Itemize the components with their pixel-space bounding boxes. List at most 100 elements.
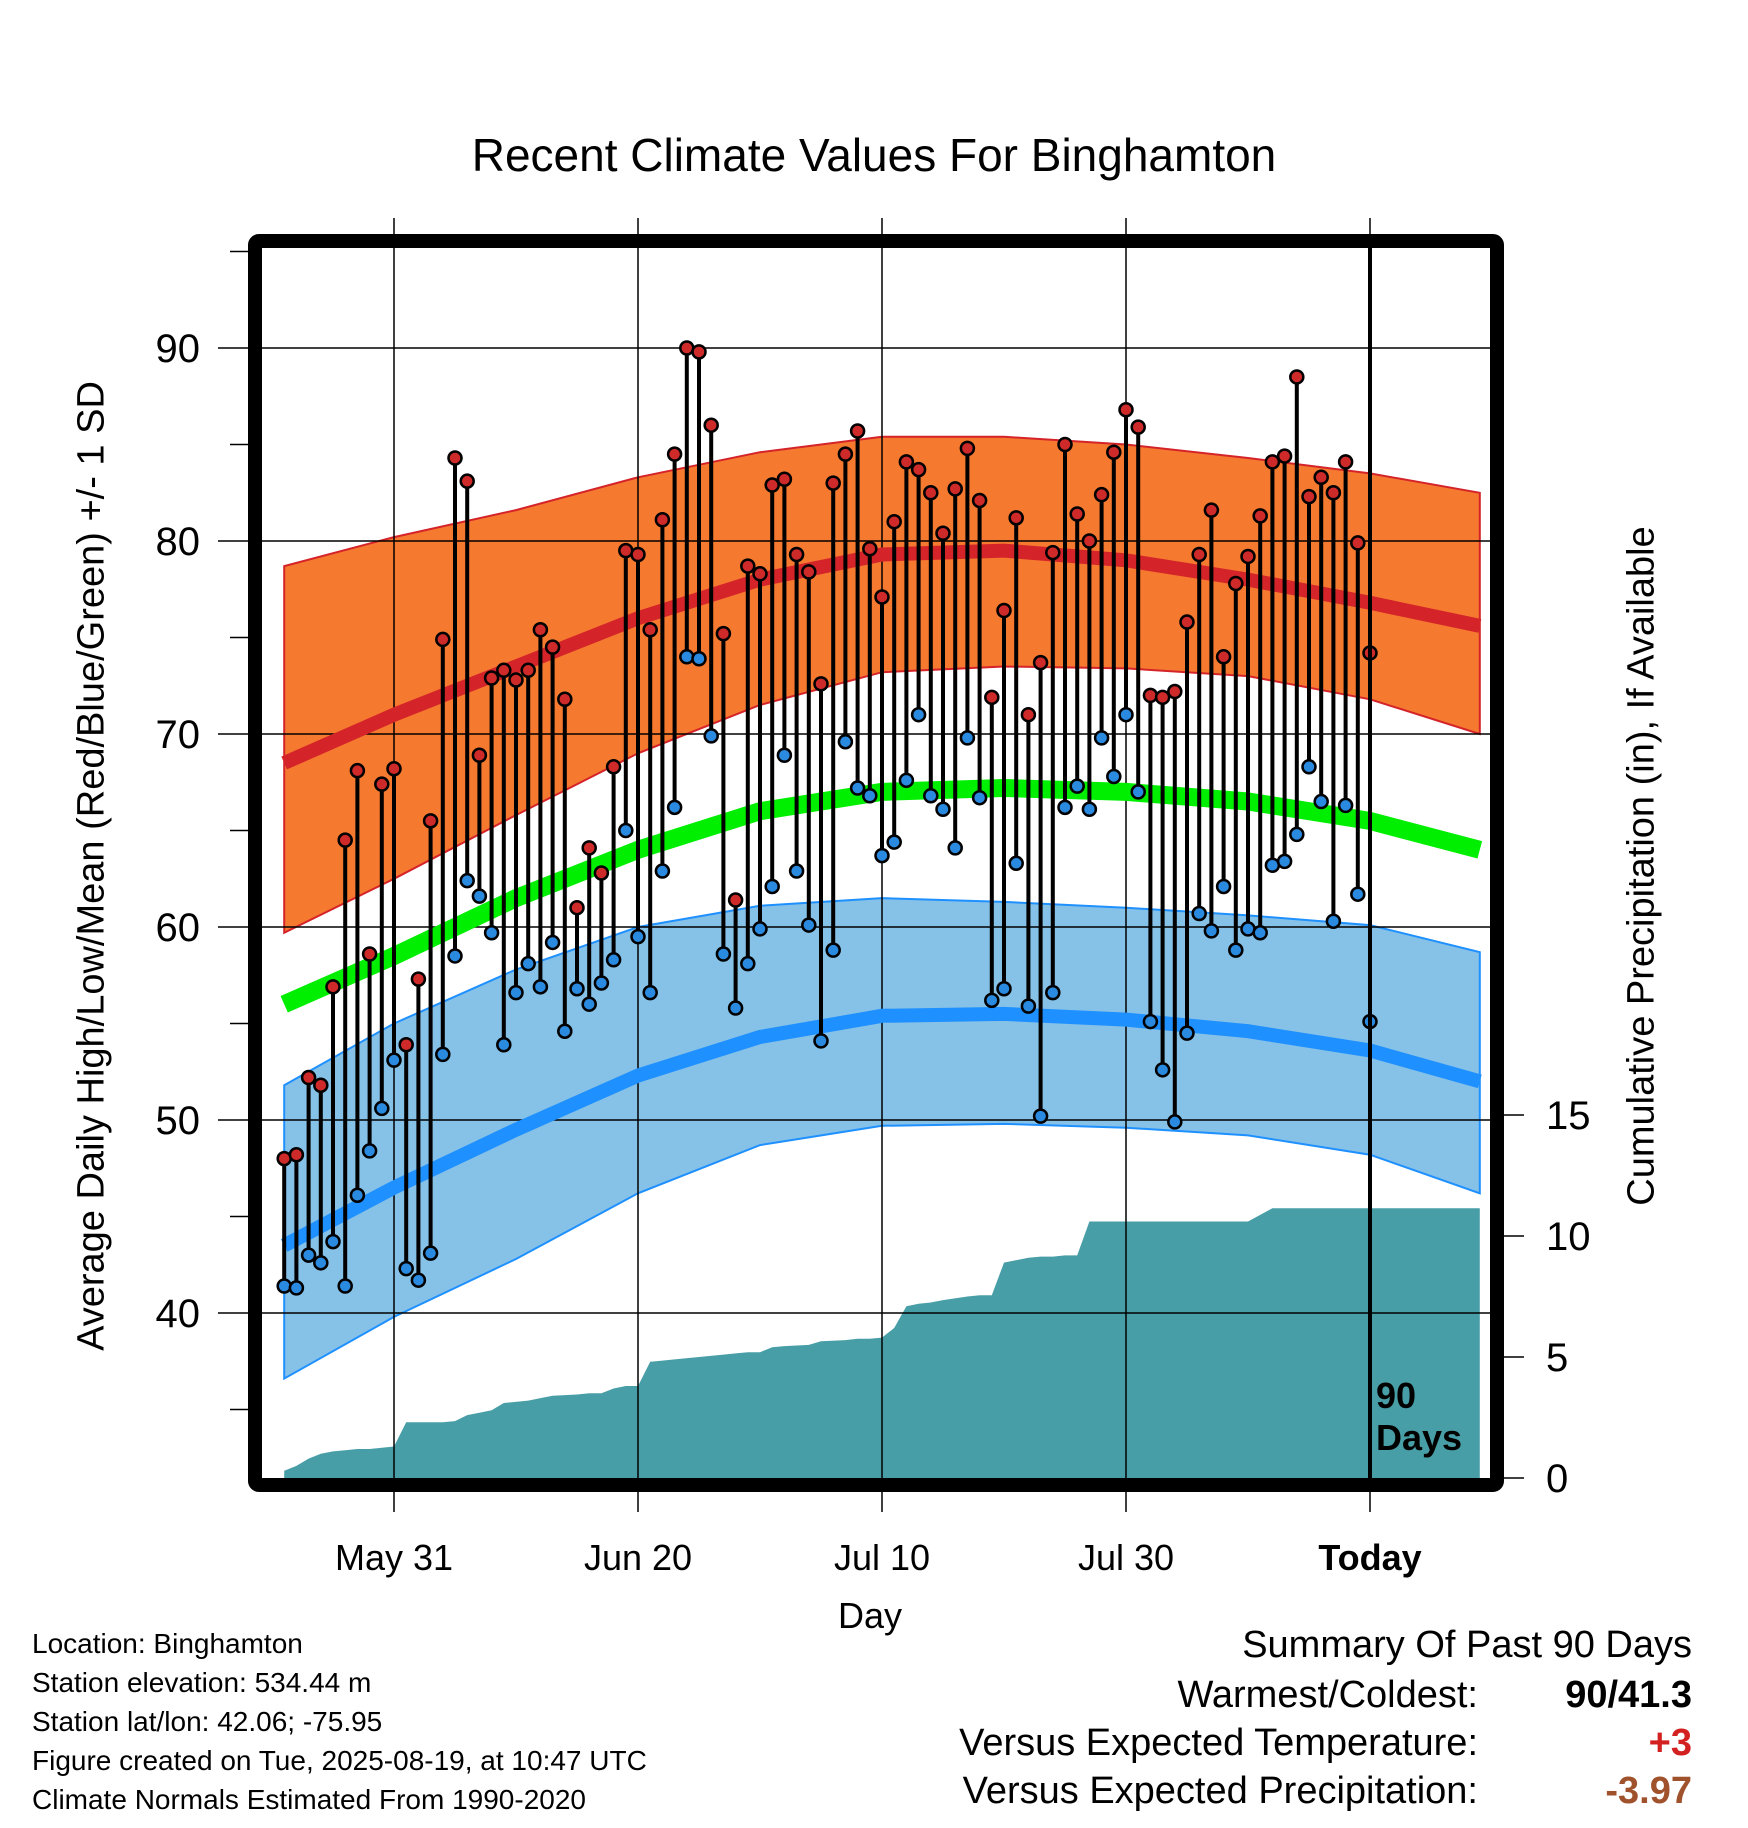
low-point [923, 788, 939, 804]
low-point [813, 1033, 829, 1049]
high-point [410, 971, 427, 987]
low-point [971, 789, 988, 806]
low-point [898, 772, 915, 789]
low-point [1032, 1108, 1049, 1124]
x-tick-label: Jul 30 [1078, 1537, 1174, 1578]
high-point [825, 475, 841, 491]
normals-text: Climate Normals Estimated From 1990-2020 [32, 1784, 586, 1815]
low-point [959, 730, 976, 746]
y2-tick-label: 10 [1546, 1215, 1591, 1259]
low-point [288, 1280, 305, 1296]
y-tick-label: 50 [156, 1099, 201, 1143]
low-point [605, 952, 622, 968]
elevation-text: Station elevation: 534.44 m [32, 1667, 372, 1698]
low-point [1057, 799, 1073, 816]
low-point [1337, 797, 1354, 814]
high-point [1313, 469, 1329, 486]
high-point [532, 622, 549, 638]
low-point [508, 984, 524, 1001]
low-point [788, 863, 805, 879]
high-point [923, 485, 939, 501]
axis-ticks: 40 50 60 70 80 90 0 5 10 15 May 31 Jun 20 Jul 10 Jul … [156, 250, 1591, 1578]
high-point [1264, 454, 1281, 470]
low-point [1069, 778, 1085, 794]
high-point [569, 899, 585, 916]
high-point [361, 946, 378, 962]
normal-high-line [281, 543, 1482, 770]
low-point [520, 955, 536, 972]
low-point [1093, 730, 1110, 746]
low-point [849, 780, 866, 796]
high-point [1301, 488, 1317, 505]
high-point [715, 625, 732, 642]
low-point [581, 996, 597, 1012]
low-point [435, 1046, 451, 1063]
high-point [435, 631, 451, 648]
low-point [422, 1245, 439, 1261]
high-point [1057, 436, 1073, 453]
low-point [410, 1272, 427, 1288]
high-point [557, 691, 573, 708]
high-point [1337, 454, 1354, 470]
low-point [569, 981, 585, 997]
temp-vs-expected-value: +3 [1648, 1722, 1692, 1764]
low-point [1008, 855, 1024, 872]
high-point [471, 747, 488, 763]
high-point [422, 813, 439, 829]
low-point [1203, 923, 1220, 939]
high-point [886, 513, 902, 530]
high-point [642, 622, 658, 638]
low-point [886, 834, 902, 850]
high-point [1106, 444, 1122, 460]
high-point [1069, 506, 1085, 522]
high-point [447, 450, 463, 466]
high-point [764, 477, 780, 493]
y-tick-label: 90 [156, 327, 201, 371]
high-point [703, 417, 719, 433]
low-point [1081, 801, 1098, 818]
low-point [642, 984, 658, 1001]
y-tick-label: 80 [156, 520, 201, 564]
high-point [1252, 508, 1268, 524]
y2-axis-label: Cumulative Precipitation (in), If Availa… [1620, 526, 1663, 1206]
low-point [1191, 905, 1207, 922]
y-tick-label: 40 [156, 1292, 201, 1336]
low-point [862, 788, 878, 804]
low-point [776, 747, 793, 763]
high-point [776, 471, 793, 487]
high-point [947, 481, 963, 497]
low-point [947, 840, 963, 856]
high-point [1008, 510, 1024, 526]
low-point [471, 888, 488, 904]
low-point [557, 1023, 573, 1039]
low-point [496, 1036, 512, 1053]
high-point [666, 446, 683, 462]
low-point [300, 1247, 317, 1263]
high-point [1191, 546, 1207, 563]
high-point [862, 540, 878, 557]
high-point [520, 662, 536, 679]
high-point [740, 558, 756, 574]
y-tick-label: 60 [156, 906, 201, 950]
high-point [325, 979, 341, 995]
high-point [837, 446, 854, 462]
created-text: Figure created on Tue, 2025-08-19, at 10… [32, 1745, 647, 1776]
daily-range-stems [282, 348, 1372, 1288]
high-point [1325, 485, 1342, 501]
low-point [276, 1278, 292, 1294]
chart-title: Recent Climate Values For Binghamton [471, 129, 1277, 181]
high-point [752, 566, 768, 582]
low-point [544, 934, 561, 951]
low-point [691, 650, 707, 667]
high-point [398, 1036, 414, 1053]
y2-tick-label: 0 [1546, 1457, 1568, 1501]
high-point [374, 776, 390, 792]
high-point [1203, 502, 1220, 518]
today-days-label: Days [1376, 1417, 1462, 1458]
x-tick-label: May 31 [335, 1537, 453, 1578]
high-point [593, 865, 610, 881]
daily-points [276, 340, 1378, 1296]
high-point [581, 840, 597, 856]
